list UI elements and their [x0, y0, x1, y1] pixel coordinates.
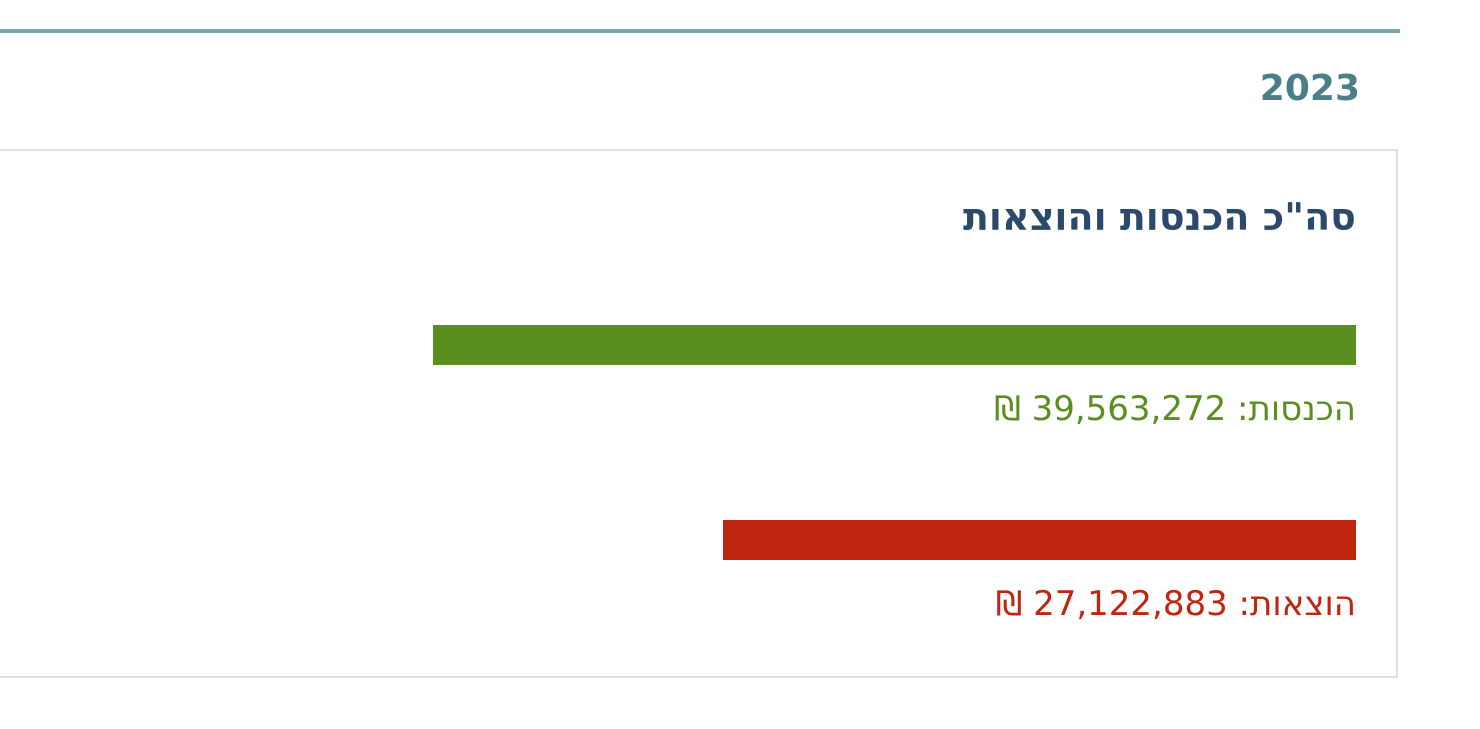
income-expense-card: סה"כ הכנסות והוצאות הכנסות: 39,563,272 ₪… [0, 149, 1398, 678]
income-label: הכנסות: 39,563,272 ₪ [994, 389, 1356, 429]
card-title: סה"כ הכנסות והוצאות [962, 195, 1356, 239]
expense-label: הוצאות: 27,122,883 ₪ [995, 584, 1356, 624]
expense-bar [723, 520, 1356, 560]
top-divider [0, 29, 1400, 33]
year-heading: 2023 [1259, 68, 1360, 109]
income-bar [433, 325, 1356, 365]
